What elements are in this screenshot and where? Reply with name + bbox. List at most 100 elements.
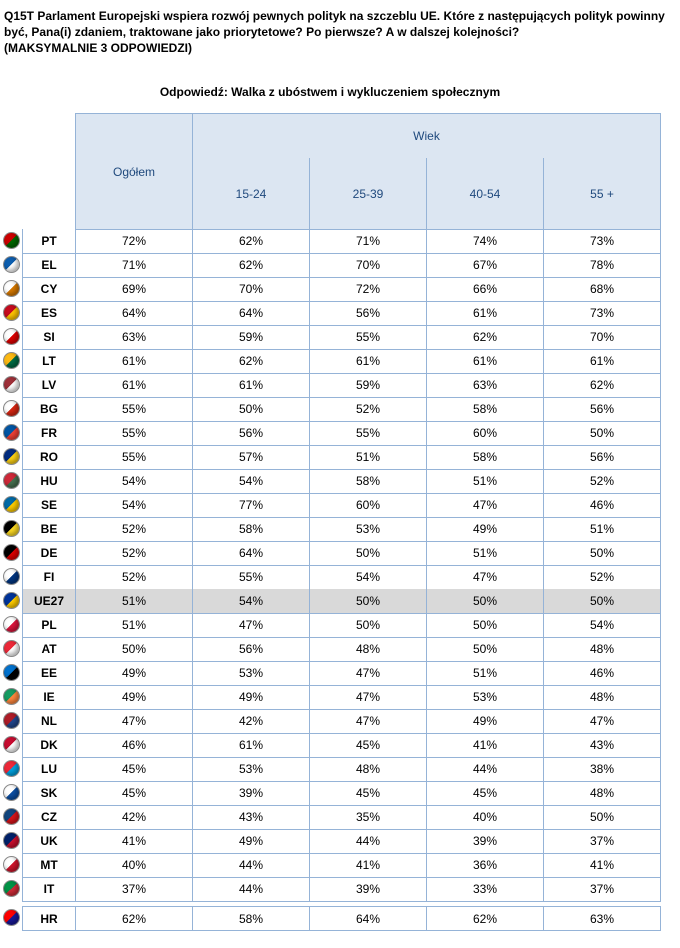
value-cell: 68% [543, 277, 661, 302]
value-cell: 41% [309, 853, 427, 878]
value-cell: 44% [192, 853, 310, 878]
country-label: EE [22, 661, 76, 686]
value-cell: 48% [309, 757, 427, 782]
flag-icon [3, 568, 20, 585]
value-cell: 45% [75, 781, 193, 806]
value-cell: 70% [543, 325, 661, 350]
value-cell: 70% [192, 277, 310, 302]
header-cell: Ogółem [75, 113, 193, 230]
value-cell: 47% [309, 685, 427, 710]
value-cell: 45% [75, 757, 193, 782]
title-line: być, Pana(i) zdaniem, traktowane jako pr… [4, 25, 520, 39]
value-cell: 45% [309, 781, 427, 806]
value-cell: 78% [543, 253, 661, 278]
value-cell: 58% [426, 445, 544, 470]
value-cell: 45% [309, 733, 427, 758]
value-cell: 56% [543, 397, 661, 422]
value-cell: 60% [309, 493, 427, 518]
value-cell: 54% [75, 469, 193, 494]
value-cell: 52% [75, 541, 193, 566]
value-cell: 44% [192, 877, 310, 902]
country-label: BG [22, 397, 76, 422]
country-label: CY [22, 277, 76, 302]
value-cell: 56% [192, 637, 310, 662]
country-label: HU [22, 469, 76, 494]
value-cell: 47% [309, 709, 427, 734]
value-cell: 53% [192, 757, 310, 782]
flag-icon [3, 544, 20, 561]
value-cell: 51% [75, 589, 193, 614]
value-cell: 61% [426, 301, 544, 326]
country-label: LT [22, 349, 76, 374]
country-label: SE [22, 493, 76, 518]
country-label: BE [22, 517, 76, 542]
flag-icon [3, 592, 20, 609]
value-cell: 62% [75, 906, 193, 931]
value-cell: 63% [543, 906, 661, 931]
header-cell: 40-54 [426, 158, 544, 230]
value-cell: 37% [543, 829, 661, 854]
country-label: PL [22, 613, 76, 638]
value-cell: 47% [426, 565, 544, 590]
flag-icon [3, 280, 20, 297]
value-cell: 47% [543, 709, 661, 734]
value-cell: 50% [426, 613, 544, 638]
flag-icon [3, 496, 20, 513]
country-label: LV [22, 373, 76, 398]
country-label: DE [22, 541, 76, 566]
country-label: ES [22, 301, 76, 326]
flag-icon [3, 328, 20, 345]
value-cell: 62% [192, 253, 310, 278]
value-cell: 72% [309, 277, 427, 302]
value-cell: 55% [75, 445, 193, 470]
value-cell: 72% [75, 229, 193, 254]
value-cell: 56% [309, 301, 427, 326]
value-cell: 58% [192, 517, 310, 542]
flag-icon [3, 808, 20, 825]
value-cell: 52% [75, 565, 193, 590]
value-cell: 54% [192, 469, 310, 494]
value-cell: 51% [309, 445, 427, 470]
country-label: UE27 [22, 589, 76, 614]
subtitle: Odpowiedź: Walka z ubóstwem i wykluczeni… [159, 85, 501, 99]
value-cell: 46% [543, 661, 661, 686]
value-cell: 55% [75, 397, 193, 422]
value-cell: 47% [75, 709, 193, 734]
value-cell: 39% [426, 829, 544, 854]
value-cell: 66% [426, 277, 544, 302]
country-label: RO [22, 445, 76, 470]
value-cell: 39% [309, 877, 427, 902]
value-cell: 62% [192, 229, 310, 254]
value-cell: 52% [309, 397, 427, 422]
flag-icon [3, 664, 20, 681]
value-cell: 57% [192, 445, 310, 470]
value-cell: 49% [75, 685, 193, 710]
country-label: IE [22, 685, 76, 710]
value-cell: 50% [426, 637, 544, 662]
value-cell: 71% [309, 229, 427, 254]
value-cell: 59% [192, 325, 310, 350]
value-cell: 50% [543, 589, 661, 614]
value-cell: 44% [309, 829, 427, 854]
value-cell: 73% [543, 301, 661, 326]
flag-icon [3, 880, 20, 897]
value-cell: 48% [543, 781, 661, 806]
flag-icon [3, 909, 20, 926]
country-label: HR [22, 906, 76, 931]
flag-icon [3, 832, 20, 849]
value-cell: 50% [543, 541, 661, 566]
value-cell: 49% [426, 517, 544, 542]
flag-icon [3, 472, 20, 489]
value-cell: 51% [75, 613, 193, 638]
title-line: (MAKSYMALNIE 3 ODPOWIEDZI) [4, 41, 192, 55]
value-cell: 50% [192, 397, 310, 422]
value-cell: 64% [75, 301, 193, 326]
country-label: AT [22, 637, 76, 662]
value-cell: 41% [75, 829, 193, 854]
value-cell: 49% [426, 709, 544, 734]
value-cell: 52% [543, 469, 661, 494]
value-cell: 74% [426, 229, 544, 254]
flag-icon [3, 448, 20, 465]
value-cell: 53% [426, 685, 544, 710]
